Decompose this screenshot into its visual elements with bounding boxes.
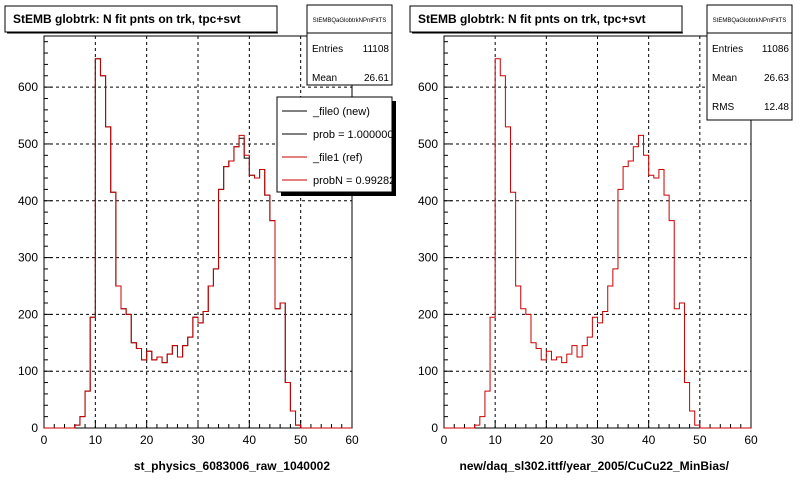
- x-axis-label: new/daq_sl302.ittf/year_2005/CuCu22_MinB…: [460, 459, 730, 473]
- x-tick-label: 0: [441, 433, 448, 447]
- y-tick-label: 400: [18, 194, 38, 208]
- x-tick-label: 40: [642, 433, 656, 447]
- x-tick-label: 30: [191, 433, 205, 447]
- y-tick-label: 400: [418, 194, 438, 208]
- stats-value: 26.61: [364, 73, 389, 84]
- x-axis-label: st_physics_6083006_raw_1040002: [134, 459, 330, 473]
- y-tick-label: 300: [418, 251, 438, 265]
- title-box: [4, 5, 278, 33]
- x-tick-label: 60: [744, 433, 758, 447]
- stats-label: RMS: [712, 102, 735, 113]
- stats-label: Mean: [712, 73, 737, 84]
- x-tick-label: 50: [693, 433, 707, 447]
- x-tick-label: 50: [294, 433, 308, 447]
- x-tick-label: 40: [243, 433, 257, 447]
- stats-value: 11086: [762, 44, 790, 55]
- stats-box: [306, 4, 393, 86]
- stats-label: Entries: [312, 44, 343, 55]
- x-tick-label: 20: [140, 433, 154, 447]
- x-tick-label: 10: [488, 433, 502, 447]
- y-tick-label: 300: [18, 251, 38, 265]
- y-tick-label: 500: [418, 137, 438, 151]
- x-tick-label: 10: [89, 433, 103, 447]
- histogram-series--file1-ref-: [44, 58, 352, 429]
- stats-label: Mean: [312, 73, 337, 84]
- y-tick-label: 0: [431, 421, 438, 435]
- y-tick-label: 0: [31, 421, 38, 435]
- legend-box: [276, 96, 393, 193]
- x-tick-label: 0: [41, 433, 48, 447]
- y-tick-label: 600: [418, 80, 438, 94]
- legend-label: probN = 0.99282: [313, 175, 395, 187]
- stats-name: StEMBQaGlobtrkNPntFitTS: [313, 18, 387, 24]
- x-tick-label: 60: [345, 433, 359, 447]
- title-box: [409, 5, 683, 33]
- y-tick-label: 100: [418, 364, 438, 378]
- legend-label: _file1 (ref): [312, 152, 363, 164]
- y-tick-label: 600: [18, 80, 38, 94]
- stats-label: Entries: [712, 44, 743, 55]
- y-tick-label: 200: [418, 307, 438, 321]
- y-tick-label: 500: [18, 137, 38, 151]
- stats-value: 12.48: [764, 102, 789, 113]
- legend-label: prob = 1.000000: [313, 129, 393, 141]
- x-tick-label: 20: [540, 433, 554, 447]
- stats-value: 26.63: [764, 73, 789, 84]
- histogram-series-ref: [444, 58, 751, 429]
- stats-value: 11108: [363, 44, 390, 55]
- stats-box: [706, 4, 793, 121]
- legend-label: _file0 (new): [312, 106, 370, 118]
- x-tick-label: 30: [591, 433, 605, 447]
- chart-title: StEMB globtrk: N fit pnts on trk, tpc+sv…: [13, 12, 241, 26]
- y-tick-label: 100: [18, 364, 38, 378]
- stats-name: StEMBQaGlobtrkNPntFitTS: [713, 18, 787, 24]
- chart-title: StEMB globtrk: N fit pnts on trk, tpc+sv…: [418, 12, 646, 26]
- y-tick-label: 200: [18, 307, 38, 321]
